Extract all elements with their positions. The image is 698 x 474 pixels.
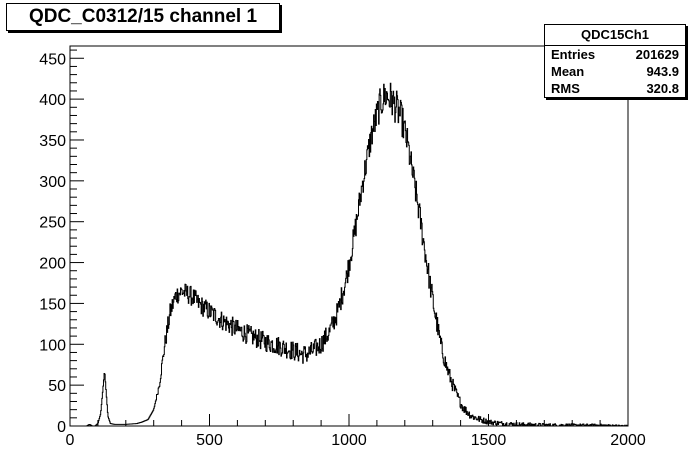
y-tick-label: 0 [57,419,66,436]
stats-row-entries: Entries 201629 [545,46,685,63]
y-tick-label: 100 [39,337,66,354]
stats-label: Entries [551,47,596,62]
y-tick-label: 250 [39,215,66,232]
stats-value: 320.8 [646,81,679,96]
chart-title: QDC_C0312/15 channel 1 [28,6,258,27]
plot-frame [69,45,629,427]
stats-row-rms: RMS 320.8 [545,80,685,97]
y-tick-label: 350 [39,133,66,150]
x-tick-label: 2000 [610,432,646,449]
y-axis: 0 50 100 150 200 250 300 350 400 450 [39,49,84,436]
y-tick-label: 400 [39,92,66,109]
stats-label: Mean [551,64,585,79]
x-tick-label: 1500 [471,432,507,449]
histogram-outline [70,82,628,427]
stats-name: QDC15Ch1 [545,25,685,46]
y-tick-label: 200 [39,256,66,273]
y-tick-label: 450 [39,51,66,68]
title-box: QDC_C0312/15 channel 1 [6,3,280,31]
histogram-bars [70,82,628,427]
y-tick-label: 50 [48,378,66,395]
stats-label: RMS [551,81,580,96]
x-tick-label: 1000 [331,432,367,449]
stats-value: 943.9 [646,64,679,79]
x-axis: 0 500 1000 1500 2000 [66,414,646,449]
x-tick-label: 0 [66,432,75,449]
y-tick-label: 150 [39,296,66,313]
x-tick-label: 500 [196,432,223,449]
stats-row-mean: Mean 943.9 [545,63,685,80]
y-tick-label: 300 [39,174,66,191]
stats-value: 201629 [635,47,679,62]
stats-box: QDC15Ch1 Entries 201629 Mean 943.9 RMS 3… [544,24,686,98]
